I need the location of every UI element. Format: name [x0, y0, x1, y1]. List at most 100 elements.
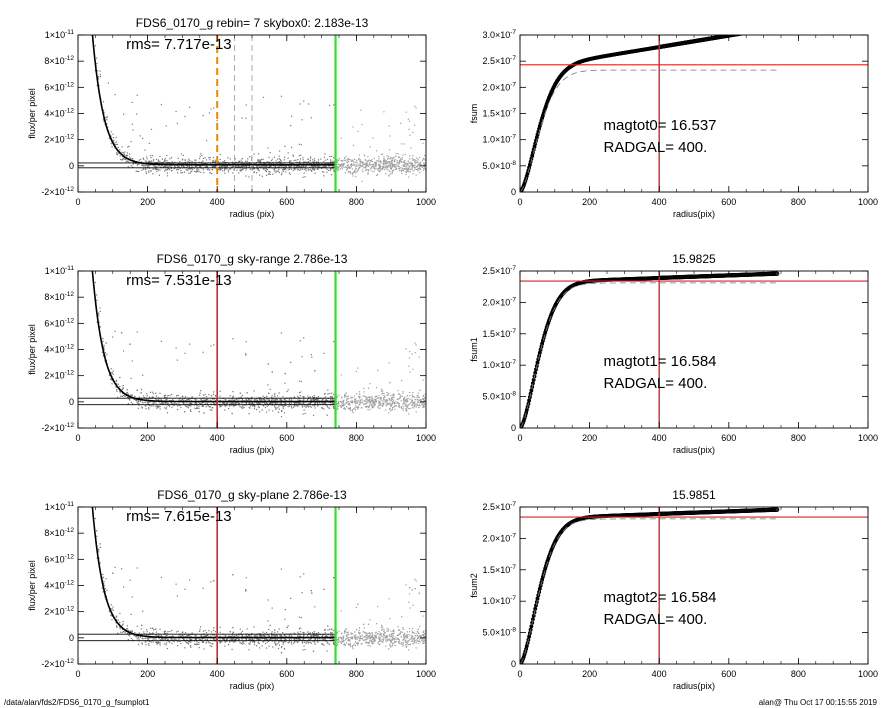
- scatter-point: [246, 399, 248, 402]
- scatter-point: [387, 165, 389, 168]
- scatter-point: [145, 171, 147, 173]
- scatter-point: [198, 411, 200, 413]
- scatter-point: [304, 161, 306, 164]
- scatter-point: [362, 395, 364, 397]
- scatter-point: [328, 165, 330, 167]
- x-tick-label: 600: [721, 433, 736, 443]
- scatter-point: [422, 404, 424, 407]
- scatter-point: [390, 165, 392, 167]
- scatter-point: [383, 168, 386, 170]
- scatter-point: [314, 172, 316, 174]
- scatter-point: [366, 397, 368, 399]
- scatter-point: [368, 170, 370, 172]
- scatter-point: [352, 126, 354, 128]
- scatter-point: [307, 158, 309, 160]
- scatter-point: [314, 399, 316, 401]
- scatter-point: [383, 158, 385, 160]
- scatter-point: [379, 167, 381, 170]
- scatter-point: [365, 396, 367, 398]
- cumulative-marker: [527, 398, 532, 403]
- scatter-point: [297, 395, 299, 397]
- scatter-point: [353, 164, 355, 166]
- scatter-point: [385, 168, 387, 170]
- scatter-point: [274, 395, 276, 397]
- scatter-point: [282, 396, 284, 398]
- scatter-point: [359, 396, 361, 398]
- y-tick-label: 0: [69, 161, 74, 171]
- scatter-point: [104, 355, 106, 357]
- scatter-point: [420, 401, 422, 404]
- cumulative-markers: [520, 271, 780, 428]
- scatter-point: [367, 172, 369, 174]
- scatter-point: [405, 403, 407, 405]
- scatter-point: [290, 166, 292, 168]
- scatter-point: [173, 168, 175, 170]
- scatter-point: [110, 368, 112, 370]
- scatter-point: [382, 168, 384, 170]
- scatter-point: [143, 397, 145, 399]
- scatter-point: [145, 408, 147, 410]
- scatter-point: [397, 390, 399, 392]
- y-tick-label: 1×10-11: [45, 265, 75, 276]
- scatter-point: [288, 402, 291, 404]
- scatter-point: [417, 400, 419, 402]
- scatter-point: [143, 158, 145, 160]
- scatter-point: [417, 398, 419, 400]
- scatter-point: [378, 402, 380, 404]
- scatter-point: [150, 160, 153, 162]
- scatter-point: [395, 402, 397, 405]
- scatter-point: [402, 391, 404, 393]
- chart-panel-3: rms= 7.531e-130 200 400 600 800 1000-2×10-120…: [27, 53, 436, 455]
- scatter-point: [409, 158, 411, 160]
- scatter-point: [415, 168, 418, 170]
- scatter-point: [380, 161, 382, 163]
- scatter-point: [292, 169, 295, 171]
- scatter-point: [408, 171, 410, 173]
- scatter-point: [90, 235, 91, 236]
- scatter-point: [289, 173, 291, 175]
- scatter-point: [155, 395, 158, 397]
- scatter-point: [345, 392, 347, 394]
- scatter-point: [358, 396, 360, 398]
- scatter-point: [153, 402, 155, 404]
- scatter-point: [361, 180, 363, 182]
- scatter-point: [81, 53, 82, 54]
- scatter-point: [176, 122, 178, 124]
- scatter-point: [337, 166, 339, 168]
- scatter-point: [258, 406, 260, 409]
- scatter-point: [241, 398, 243, 400]
- scatter-point: [268, 170, 270, 172]
- scatter-point: [414, 164, 416, 166]
- scatter-point: [191, 168, 194, 170]
- scatter-point: [311, 170, 313, 172]
- scatter-point: [376, 150, 378, 152]
- scatter-point: [273, 402, 275, 404]
- scatter-point: [262, 158, 264, 160]
- scatter-point: [371, 406, 373, 408]
- scatter-point: [360, 109, 362, 111]
- scatter-point: [387, 157, 389, 159]
- scatter-point: [328, 407, 330, 409]
- scatter-point: [389, 403, 391, 405]
- scatter-point: [185, 405, 187, 408]
- scatter-point: [406, 407, 408, 409]
- scatter-point: [271, 398, 273, 400]
- scatter-point: [357, 165, 359, 167]
- scatter-point: [270, 402, 272, 404]
- scatter-point: [290, 168, 292, 170]
- scatter-point: [266, 395, 268, 398]
- scatter-point: [242, 165, 244, 167]
- scatter-point: [93, 216, 94, 217]
- scatter-point: [166, 412, 169, 414]
- scatter-point: [137, 400, 140, 403]
- scatter-point: [106, 353, 108, 355]
- scatter-point: [300, 154, 302, 156]
- scatter-point: [277, 407, 279, 409]
- scatter-point: [304, 168, 306, 171]
- scatter-point: [424, 159, 426, 161]
- scatter-point: [389, 407, 391, 409]
- scatter-point: [280, 410, 283, 413]
- scatter-point: [116, 143, 119, 145]
- scatter-point: [165, 169, 167, 171]
- scatter-point: [378, 398, 380, 400]
